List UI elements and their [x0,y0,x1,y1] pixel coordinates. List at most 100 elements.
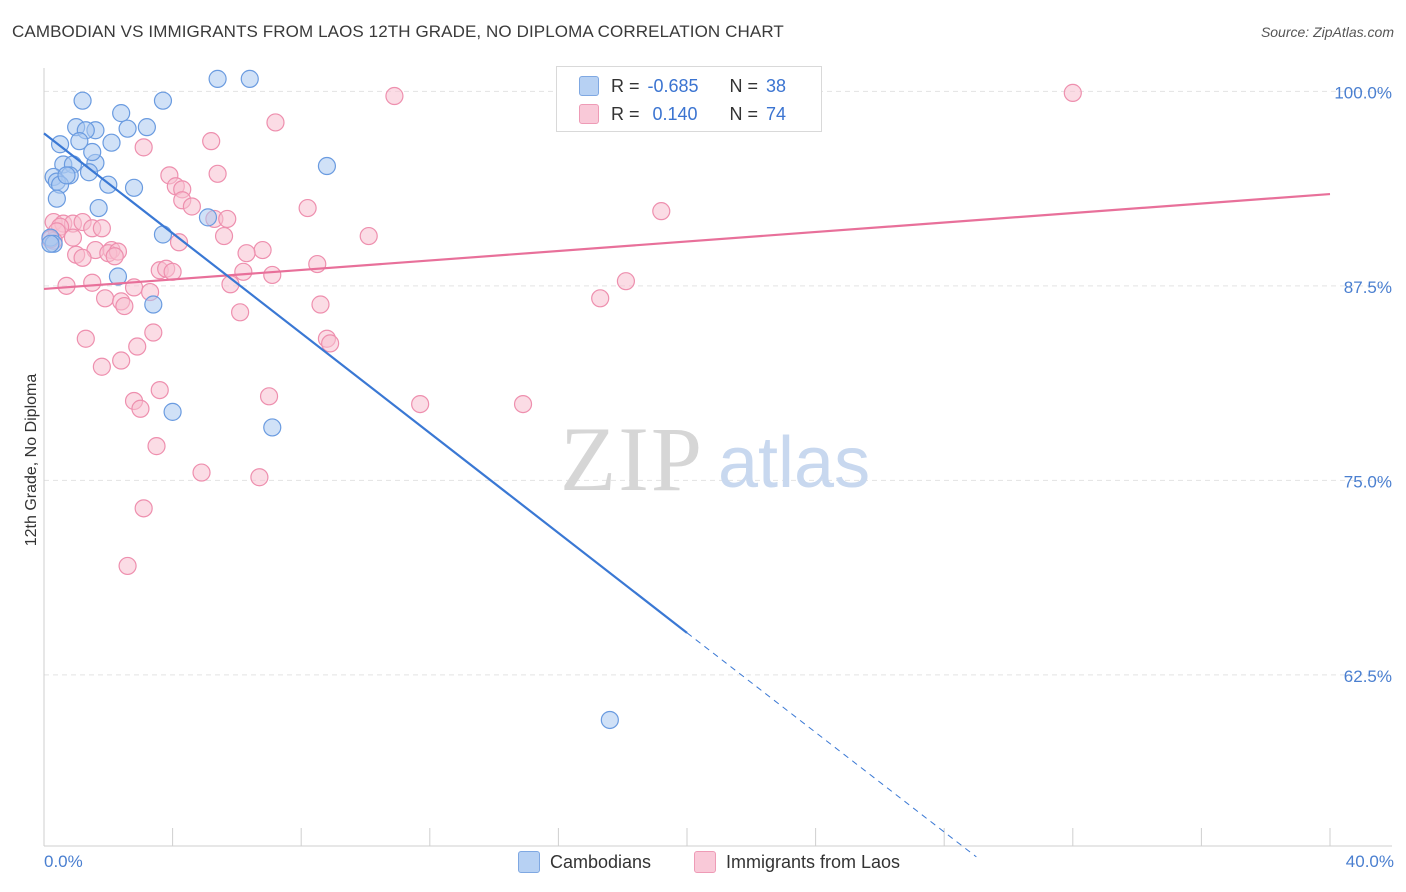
axes [43,68,1392,847]
laos-point [144,323,163,342]
laos-point [131,399,150,418]
y-tick-label: 87.5% [1344,278,1392,297]
legend-swatch-pink [579,104,599,124]
laos-point [259,387,279,406]
laos-point [182,197,201,216]
cambodian-point [137,118,156,137]
y-tick-labels: 100.0% 87.5% 75.0% 62.5% [1334,83,1392,686]
legend-label-laos: Immigrants from Laos [726,851,901,872]
cambodian-point [79,163,99,182]
cambodian-point [112,104,131,123]
y-tick-label: 100.0% [1334,83,1392,102]
cambodian-point [73,91,92,110]
legend-n-value: 74 [766,103,787,124]
laos-point [92,357,111,376]
laos-point [112,351,131,370]
legend-r-value: 0.140 [647,103,698,124]
laos-point [150,380,169,400]
cambodian-point [144,295,163,314]
y-tick-label: 62.5% [1344,667,1392,686]
laos-point [128,337,147,356]
laos-point [591,289,610,308]
laos-point [147,437,166,456]
laos-point [169,233,189,252]
x-tick-min: 0.0% [44,852,83,871]
cambodian-point [600,710,619,730]
legend-r-label: R = [611,103,640,124]
laos-point [192,463,211,482]
chart-title: CAMBODIAN VS IMMIGRANTS FROM LAOS 12TH G… [12,22,784,41]
laos-point [385,86,404,106]
laos-point [115,296,134,316]
cambodian-point [153,91,173,110]
laos-point [208,164,227,183]
legend-n-label: N = [729,75,759,96]
laos-point [359,226,378,246]
laos-point [118,556,137,576]
legend-r-value: -0.685 [647,75,699,96]
laos-point [311,295,330,314]
laos-point [1063,83,1082,102]
laos-point [105,247,124,266]
cambodian-point [317,156,337,176]
legend-swatch-blue [579,76,599,96]
laos-point [266,113,285,132]
legend-r-label: R = [611,75,640,96]
laos-point [92,219,111,238]
laos-point [83,273,102,292]
cambodian-point [47,189,66,208]
legend-item-cambodians[interactable]: Cambodians [518,851,651,873]
trend-lines [43,132,1331,858]
cambodian-point [263,418,282,437]
cambodian-point [102,133,121,152]
watermark: ZIP atlas [560,408,870,510]
legend-n-label: N = [729,103,759,124]
cambodian-point [198,208,218,227]
trend-line-cambodians [43,132,688,634]
legend-item-laos[interactable]: Immigrants from Laos [694,851,900,873]
gridlines [44,90,1392,676]
cambodian-point [124,178,144,197]
laos-point [73,248,92,267]
laos-point [616,272,636,291]
laos-point [263,265,282,285]
series-cambodians-points [41,69,619,730]
laos-point [218,209,237,229]
laos-point [234,262,253,281]
laos-point [214,226,234,246]
cambodian-point [153,225,173,244]
laos-point [411,394,430,414]
stats-legend: R = -0.685 N = 38 R = 0.140 N = 74 [556,66,822,132]
laos-point [237,244,256,263]
watermark-atlas: atlas [718,423,870,503]
source-label: Source: ZipAtlas.com [1260,24,1394,40]
cambodian-point [89,198,108,218]
laos-point [202,132,221,151]
laos-point [134,138,153,157]
laos-point [63,228,83,247]
cambodian-point [83,142,102,162]
series-legend: Cambodians Immigrants from Laos [0,851,1406,877]
legend-swatch-pink [694,851,716,873]
laos-point [163,262,182,281]
laos-point [134,499,153,518]
laos-point [231,303,250,322]
cambodian-point [240,69,259,88]
cambodian-point [118,119,137,138]
legend-row-cambodians: R = -0.685 N = 38 [579,74,786,98]
laos-point [652,202,671,221]
laos-point [250,468,269,487]
x-tick-max: 40.0% [1345,852,1394,871]
legend-row-laos: R = 0.140 N = 74 [579,102,786,126]
laos-point [253,240,272,260]
y-axis-label: 12th Grade, No Diploma [23,373,40,547]
trend-extension-cambodians [686,632,977,858]
laos-point [321,334,340,353]
legend-swatch-blue [518,851,540,873]
cambodian-point [57,166,76,185]
cambodian-point [41,234,60,253]
laos-point [95,289,115,308]
y-tick-label: 75.0% [1344,472,1392,491]
laos-point [76,329,95,348]
